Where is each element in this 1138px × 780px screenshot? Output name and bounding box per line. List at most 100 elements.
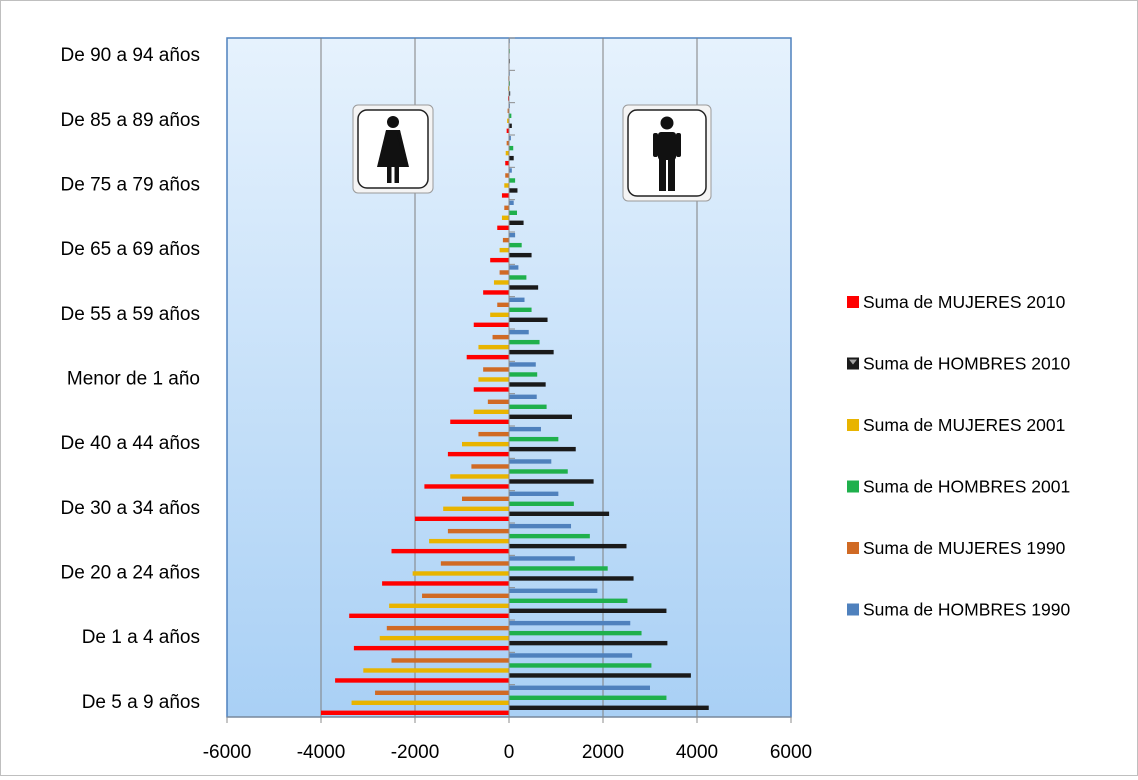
bar-3-4 (509, 566, 608, 571)
bar-0-11 (466, 354, 509, 360)
female-restroom-icon (352, 104, 434, 194)
bar-0-2 (353, 645, 509, 651)
bar-4-2 (386, 625, 509, 631)
bar-1-16 (509, 188, 518, 193)
bar-1-19 (509, 91, 511, 96)
bar-5-11 (509, 329, 529, 335)
bar-2-16 (504, 183, 509, 188)
bar-2-15 (501, 215, 509, 220)
bar-1-15 (509, 220, 524, 225)
y-tick-label: De 55 a 59 años (61, 304, 200, 325)
bar-2-9 (473, 409, 509, 414)
x-tick-label: 6000 (770, 742, 812, 763)
bar-1-14 (509, 252, 532, 258)
bar-0-14 (490, 257, 509, 263)
bar-5-12 (509, 297, 525, 302)
bars (321, 38, 709, 715)
x-tick-label: 0 (504, 742, 515, 763)
legend-label: Suma de HOMBRES 2001 (863, 477, 1070, 497)
bar-3-14 (509, 242, 522, 248)
bar-0-17 (505, 160, 509, 166)
bar-2-14 (499, 247, 509, 253)
legend: Suma de MUJERES 2010 Suma de HOMBRES 2010… (847, 292, 1070, 620)
bar-4-13 (499, 270, 509, 275)
bar-1-17 (509, 155, 514, 161)
bar-3-13 (509, 275, 527, 280)
bar-4-11 (492, 334, 509, 340)
bar-3-11 (509, 339, 540, 345)
bar-0-13 (483, 290, 509, 295)
x-tick-label: 2000 (582, 742, 624, 763)
y-tick-label: De 1 a 4 años (82, 627, 200, 648)
bar-3-18 (509, 113, 512, 118)
bar-1-13 (509, 285, 539, 290)
bar-5-5 (509, 523, 572, 529)
axes (226, 37, 792, 723)
x-tick-label: 4000 (676, 742, 718, 763)
bar-2-18 (507, 118, 509, 123)
y-tick-label: De 65 a 69 años (61, 239, 200, 260)
bar-2-7 (450, 474, 509, 479)
bar-0-9 (450, 419, 509, 424)
bar-4-7 (471, 464, 509, 469)
legend-label: Suma de MUJERES 1990 (863, 538, 1066, 558)
bar-5-1 (509, 653, 633, 658)
bar-3-6 (509, 501, 574, 506)
bar-5-17 (509, 135, 511, 141)
bar-1-1 (509, 673, 691, 678)
bar-2-12 (490, 312, 509, 317)
y-tick-label: Menor de 1 año (67, 369, 200, 390)
legend-swatch (847, 603, 859, 616)
bar-1-6 (509, 511, 610, 516)
bar-1-10 (509, 382, 546, 387)
bar-4-12 (497, 302, 509, 307)
bar-5-3 (509, 588, 598, 593)
bar-3-2 (509, 630, 642, 636)
bar-5-2 (509, 620, 631, 626)
bar-2-2 (379, 635, 509, 641)
legend-swatch (847, 419, 859, 431)
bar-2-1 (363, 668, 509, 673)
legend-label: Suma de HOMBRES 1990 (863, 600, 1070, 620)
bar-0-12 (473, 322, 509, 327)
bar-5-0 (509, 685, 650, 690)
bar-0-15 (497, 225, 509, 230)
bar-4-3 (422, 593, 509, 598)
bar-0-16 (501, 193, 509, 198)
bar-4-15 (504, 205, 509, 210)
bar-3-12 (509, 307, 532, 312)
y-tick-label: De 20 a 24 años (61, 563, 200, 584)
legend-label: Suma de HOMBRES 2010 (863, 354, 1070, 374)
bar-3-1 (509, 663, 652, 668)
legend-swatch (847, 480, 859, 493)
bar-4-17 (506, 140, 509, 146)
bar-1-0 (509, 705, 709, 710)
legend-swatch (847, 296, 859, 308)
bar-3-16 (509, 178, 516, 183)
bar-3-7 (509, 469, 568, 474)
bar-2-3 (389, 603, 509, 608)
bar-4-9 (487, 399, 509, 404)
bar-4-0 (375, 690, 509, 695)
bar-1-3 (509, 608, 667, 613)
bar-5-16 (509, 168, 512, 173)
bar-3-9 (509, 404, 547, 409)
bar-5-13 (509, 265, 519, 270)
bar-5-14 (509, 232, 516, 238)
bar-0-18 (506, 128, 509, 133)
bar-1-8 (509, 446, 576, 452)
bar-5-7 (509, 459, 552, 464)
y-tick-label: De 40 a 44 años (61, 433, 200, 454)
bar-5-9 (509, 394, 537, 399)
bar-0-4 (382, 581, 509, 586)
bar-0-1 (335, 678, 509, 683)
bar-0-6 (415, 516, 509, 521)
x-axis-labels: -6000 -4000 -2000 0 2000 4000 6000 (203, 742, 812, 763)
male-restroom-icon (622, 104, 712, 202)
legend-label: Suma de MUJERES 2001 (863, 415, 1065, 435)
bar-2-8 (462, 441, 509, 447)
bar-4-6 (462, 496, 509, 501)
bar-5-10 (509, 362, 536, 367)
bar-0-10 (473, 387, 509, 392)
